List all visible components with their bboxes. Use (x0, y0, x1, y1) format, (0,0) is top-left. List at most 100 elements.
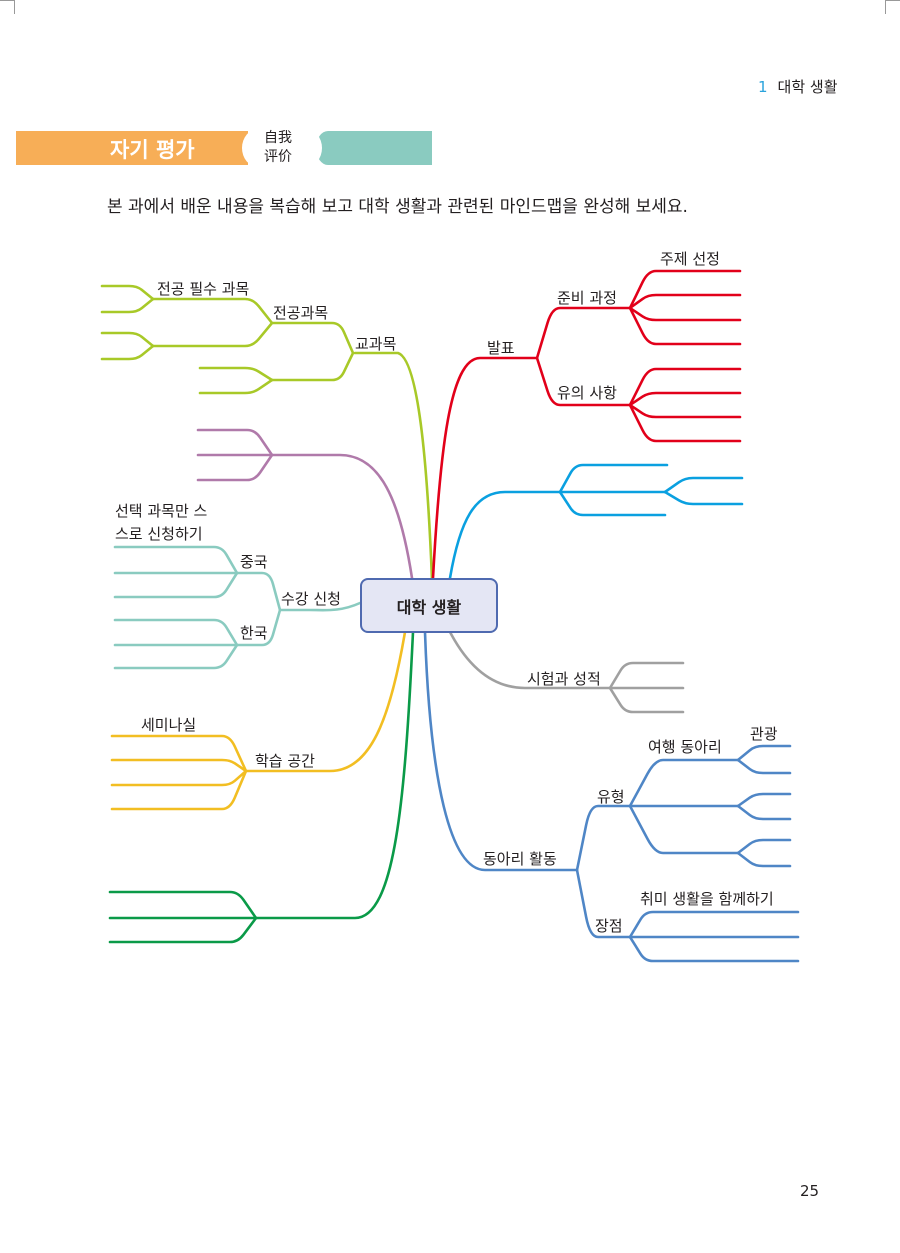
label-registration: 수강 신청 (281, 590, 341, 608)
trunk-line (353, 351, 434, 582)
branch-line (558, 490, 667, 517)
branch-line (535, 306, 632, 360)
branch-line (575, 804, 632, 872)
branch-line (196, 428, 274, 457)
branch-line (198, 378, 274, 395)
branch-line (628, 935, 800, 963)
branch-line (270, 351, 355, 382)
branch-line (110, 734, 248, 773)
branch-line (535, 356, 632, 407)
branch-line (110, 769, 248, 787)
page-number: 25 (800, 1182, 820, 1200)
label-seminar-room: 세미나실 (141, 716, 196, 734)
branch-line (151, 321, 274, 348)
banner-subtitle-line2: 评价 (264, 149, 292, 165)
banner-subtitle: 自我 评价 (264, 129, 292, 167)
crop-mark (0, 0, 14, 1)
branch-line (628, 293, 742, 310)
branch-line (113, 618, 239, 647)
branch-line (235, 571, 282, 612)
branch-line (736, 758, 792, 775)
branch-line (100, 284, 155, 301)
crop-mark (885, 0, 886, 14)
branch-line (558, 463, 669, 494)
branch-line (108, 916, 258, 944)
label-travel-club: 여행 동아리 (648, 738, 722, 756)
label-types: 유형 (597, 788, 625, 806)
branch-line (110, 769, 248, 811)
crop-mark (14, 0, 15, 14)
trunk-line (431, 356, 539, 580)
label-major: 전공과목 (273, 304, 328, 322)
chapter-number: 1 (758, 78, 768, 96)
branch-line (196, 453, 274, 482)
branch-line (151, 297, 274, 325)
branch-line (663, 490, 744, 506)
branch-line (100, 331, 155, 348)
center-node: 대학 생활 (360, 578, 498, 633)
branch-line (736, 792, 792, 808)
branch-line (198, 366, 274, 382)
label-cautions: 유의 사항 (557, 384, 617, 402)
branch-line (608, 661, 685, 690)
label-club-activities: 동아리 활동 (483, 850, 557, 868)
label-study-space: 학습 공간 (255, 752, 315, 770)
branch-line (628, 403, 742, 443)
trunk-line (423, 630, 579, 872)
trunk-line (448, 630, 612, 690)
chapter-header: 1 대학 생활 (758, 76, 838, 97)
label-preparation: 준비 과정 (557, 289, 617, 307)
trunk-line (448, 490, 562, 580)
banner-teal (316, 131, 432, 165)
branch-line (110, 758, 248, 773)
label-sightseeing: 관광 (750, 725, 778, 743)
branch-line (628, 910, 800, 939)
banner-subtitle-line1: 自我 (264, 130, 292, 146)
branch-line (736, 838, 792, 855)
branch-line (113, 643, 239, 670)
branch-line (628, 758, 740, 808)
branch-line (628, 367, 742, 407)
label-elective-1: 선택 과목만 스 (115, 502, 208, 520)
label-major-required: 전공 필수 과목 (157, 280, 249, 298)
branch-line (235, 608, 282, 647)
label-elective-2: 스로 신청하기 (115, 525, 203, 543)
branch-line (628, 306, 742, 346)
crop-mark (886, 0, 900, 1)
branch-line (608, 686, 685, 714)
branch-line (575, 868, 632, 939)
label-topic-selection: 주제 선정 (660, 250, 720, 268)
banner-gap (242, 129, 322, 167)
label-presentation: 발표 (487, 339, 515, 357)
branch-line (736, 851, 792, 868)
branch-line (736, 804, 792, 821)
trunk-line (270, 453, 414, 580)
branch-line (628, 269, 742, 310)
branch-line (113, 571, 239, 599)
label-share-hobbies: 취미 생활을 함께하기 (640, 890, 774, 908)
branch-line (100, 297, 155, 314)
branch-line (736, 744, 792, 762)
trunk-line (244, 630, 407, 773)
branch-line (108, 890, 258, 920)
instruction-text: 본 과에서 배운 내용을 복습해 보고 대학 생활과 관련된 마인드맵을 완성해… (107, 197, 688, 217)
branch-line (100, 344, 155, 361)
label-korea: 한국 (240, 624, 268, 642)
label-china: 중국 (240, 553, 268, 571)
chapter-title: 대학 생활 (777, 78, 838, 96)
banner-title: 자기 평가 (110, 138, 195, 162)
branch-line (628, 391, 742, 407)
label-exams-grades: 시험과 성적 (527, 670, 601, 688)
trunk-line (254, 630, 415, 920)
branch-line (628, 804, 740, 855)
trunk-line (278, 601, 362, 612)
banner-orange: 자기 평가 (16, 131, 248, 165)
section-banner: 자기 평가 自我 评价 (16, 129, 432, 167)
label-curriculum: 교과목 (355, 335, 396, 353)
branch-line (628, 306, 742, 322)
branch-line (628, 403, 742, 419)
branch-line (270, 321, 355, 355)
branch-line (663, 476, 744, 494)
branch-line (113, 545, 239, 575)
